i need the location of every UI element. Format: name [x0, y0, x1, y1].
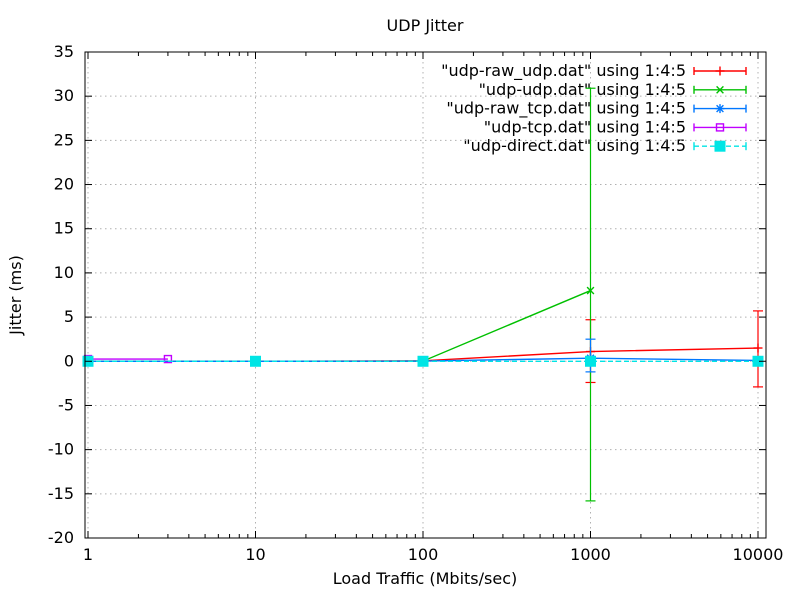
legend-label: "udp-raw_tcp.dat" using 1:4:5	[446, 99, 686, 119]
legend-item: "udp-raw_udp.dat" using 1:4:5	[441, 61, 747, 81]
square-filled-marker	[752, 355, 764, 367]
y-tick-label: 5	[64, 307, 74, 326]
legend-label: "udp-direct.dat" using 1:4:5	[463, 136, 686, 155]
legend: "udp-raw_udp.dat" using 1:4:5"udp-udp.da…	[441, 61, 747, 155]
plot-border	[84, 51, 767, 539]
x-tick-label: 10	[245, 545, 265, 564]
asterisk-marker	[716, 104, 724, 113]
y-tick-label: -10	[48, 440, 74, 459]
series-line	[88, 289, 591, 362]
y-tick-label: 25	[54, 130, 74, 149]
legend-item: "udp-raw_tcp.dat" using 1:4:5	[446, 99, 747, 119]
y-tick-label: 30	[54, 86, 74, 105]
x-tick-label: 100	[408, 545, 439, 564]
y-tick-label: 10	[54, 263, 74, 282]
cross-marker	[716, 85, 724, 94]
legend-label: "udp-udp.dat" using 1:4:5	[479, 80, 686, 99]
cross-marker	[586, 286, 595, 295]
square-filled-marker	[250, 355, 261, 367]
y-tick-label: 0	[64, 351, 74, 370]
y-tick-label: -20	[48, 528, 74, 547]
x-tick-label: 1	[83, 545, 93, 564]
x-tick-label: 10000	[733, 545, 784, 564]
legend-label: "udp-raw_udp.dat" using 1:4:5	[441, 61, 686, 81]
y-axis-label: Jitter (ms)	[6, 255, 25, 336]
series	[83, 338, 763, 373]
chart-title: UDP Jitter	[387, 16, 464, 35]
y-tick-label: -15	[48, 484, 74, 503]
square-filled-marker	[585, 355, 596, 367]
series-layer	[82, 87, 764, 502]
y-tick-label: 35	[54, 42, 74, 61]
x-tick-label: 1000	[570, 545, 611, 564]
x-axis-label: Load Traffic (Mbits/sec)	[333, 569, 518, 588]
axes: -20 -15 -10 -5 0 5 10 15 20 25 30 35 1 10 100 1000 10000	[48, 42, 784, 564]
square-filled-marker	[714, 140, 726, 152]
legend-label: "udp-tcp.dat" using 1:4:5	[484, 117, 686, 136]
square-open-marker	[715, 123, 725, 132]
square-open-marker	[163, 354, 173, 364]
y-tick-label: 15	[54, 219, 74, 238]
legend-item: "udp-tcp.dat" using 1:4:5	[484, 117, 747, 136]
y-tick-label: -5	[58, 395, 74, 414]
legend-item: "udp-direct.dat" using 1:4:5	[463, 136, 747, 155]
legend-item: "udp-udp.dat" using 1:4:5	[479, 80, 747, 99]
square-filled-marker	[417, 355, 429, 367]
y-tick-label: 20	[54, 175, 74, 194]
